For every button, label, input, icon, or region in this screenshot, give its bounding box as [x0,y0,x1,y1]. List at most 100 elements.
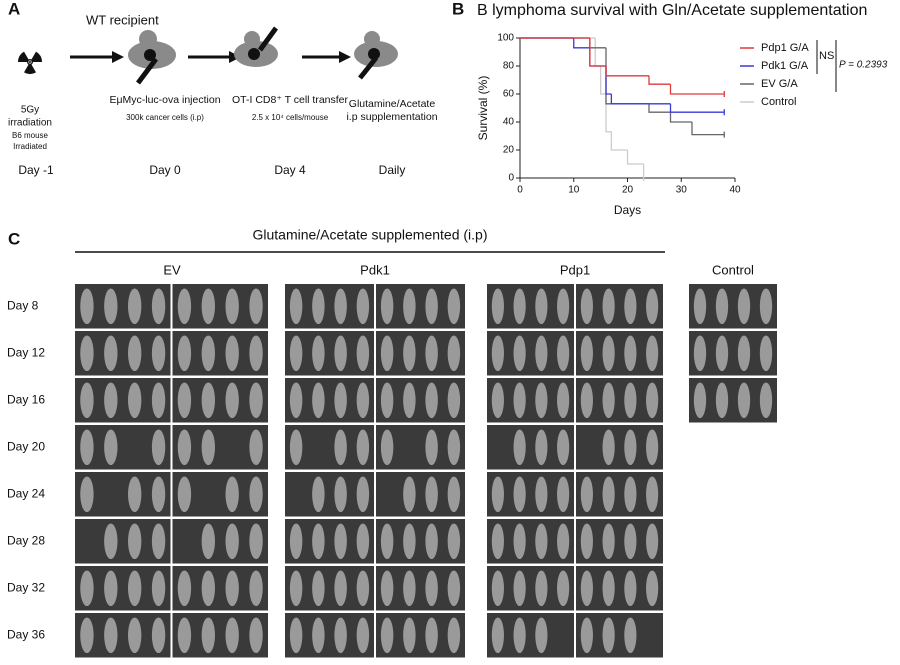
mouse [491,476,504,513]
mouse [249,335,263,372]
group-label: EV [163,262,181,277]
mouse [225,617,239,654]
mouse [624,429,637,466]
mouse [624,382,637,419]
mouse [693,288,707,325]
survival-step [691,122,725,136]
mouse [602,382,615,419]
mouse [80,429,94,466]
mouse [312,523,325,560]
step-day: Day 4 [274,163,306,177]
mouse [334,429,347,466]
mouse [225,288,239,325]
step-day: Day 0 [149,163,181,177]
day-label: Day 28 [7,533,45,547]
step-detail: B6 mouse [12,131,49,140]
mouse [128,335,142,372]
survival-step [589,38,606,67]
mouse [646,382,659,419]
y-tick-label: 60 [503,89,515,100]
mouse [380,570,394,607]
mouse [557,288,570,325]
step-detail: Irradiated [13,142,47,151]
mouse [403,617,416,654]
mouse [356,476,370,513]
mouse [80,617,94,654]
x-axis-label: Days [614,203,641,217]
y-tick-label: 20 [503,145,515,156]
mouse [403,382,416,419]
mouse [602,617,615,654]
mouse [535,476,548,513]
mouse [557,570,570,607]
mouse [557,382,570,419]
mouse [447,617,461,654]
mouse [513,523,526,560]
mouse [249,288,263,325]
mouse [225,335,239,372]
mouse [425,523,438,560]
survival-step [599,66,606,95]
mouse [580,335,593,372]
mouse [201,288,215,325]
mouse [104,570,118,607]
mouse [104,429,118,466]
step-label: irradiation [8,118,52,129]
mouse [334,523,347,560]
mouse [602,429,615,466]
mouse [624,476,637,513]
mouse [151,335,166,372]
mouse [151,570,166,607]
legend-label: Pdp1 G/A [761,42,809,54]
mouse [356,523,370,560]
mouse [225,523,239,560]
step-label: OT-I CD8⁺ T cell transfer [232,94,349,106]
mouse [225,382,239,419]
panel-label: C [8,229,20,248]
mouse [646,335,659,372]
mouse [312,382,325,419]
mouse [312,617,325,654]
mouse [557,429,570,466]
mouse [737,382,751,419]
mouse [580,523,593,560]
mouse [380,617,394,654]
radiation-icon [17,49,43,75]
mouse [104,335,118,372]
day-label: Day 32 [7,580,45,594]
y-axis-label: Survival (%) [476,76,490,141]
y-tick-label: 0 [508,173,514,184]
mouse [602,570,615,607]
mouse [249,476,263,513]
mouse [201,617,215,654]
mouse [646,429,659,466]
mouse [447,476,461,513]
mouse [693,335,707,372]
survival-step [669,84,725,95]
mouse [403,335,416,372]
mouse [602,476,615,513]
mouse [201,429,215,466]
mouse [535,429,548,466]
mouse [380,335,394,372]
mouse [356,382,370,419]
mouse [356,617,370,654]
mouse [759,335,773,372]
mouse [151,288,166,325]
mouse [491,617,504,654]
mouse-icons [128,26,398,85]
mouse [513,382,526,419]
legend-label: EV G/A [761,78,798,90]
panel-label: A [8,0,20,18]
x-tick-label: 0 [517,185,523,196]
mouse [249,523,263,560]
mouse [535,617,548,654]
mouse [151,382,166,419]
mouse [447,382,461,419]
mouse [447,570,461,607]
step-label: 5Gy [21,105,39,116]
mouse [491,570,504,607]
mouse [425,382,438,419]
mouse [249,429,263,466]
